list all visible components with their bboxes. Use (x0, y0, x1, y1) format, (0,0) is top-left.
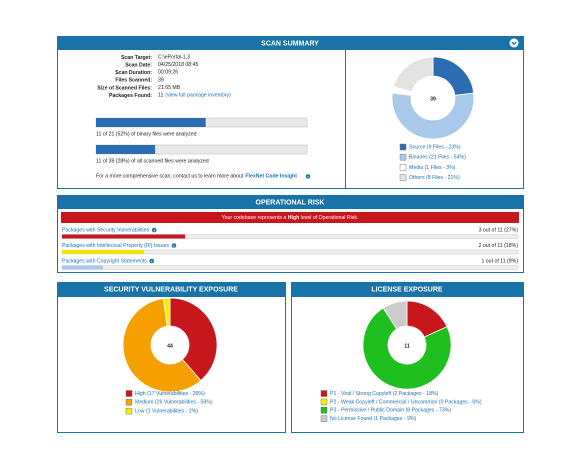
legend-swatch (125, 390, 133, 397)
legend-swatch (399, 164, 407, 171)
legend-label: Medium (26 Vulnerabilities - 59%) (135, 400, 213, 406)
field-value: 00:09:26 (158, 70, 178, 76)
legend-label: P3 - Permissive / Public Domain (8 Packa… (330, 408, 451, 414)
field-value: 21.65 MB (158, 85, 181, 91)
field-value: 04/25/2018 08:45 (158, 62, 199, 68)
progress-fill (96, 118, 206, 127)
field-label: Scan Date: (125, 62, 152, 68)
legend-swatch (320, 407, 328, 414)
panel-header (57, 282, 286, 297)
legend-label: P2 - Weak Copyleft / Commercial / Uncomm… (330, 399, 482, 405)
panel-header (57, 36, 524, 50)
panel-title: LICENSE EXPOSURE (371, 286, 443, 293)
panel-title: SECURITY VULNERABILITY EXPOSURE (104, 286, 238, 293)
field-value-text: 39 (158, 78, 164, 84)
banner-part: level of Operational Risk. (299, 215, 358, 221)
legend-swatch (125, 399, 133, 406)
risk-count: 1 out of 11 (9%) (481, 258, 518, 264)
field-label: Scan Target: (121, 55, 152, 61)
field-value-text: 00:09:26 (158, 70, 178, 76)
risk-label[interactable]: Packages with Intellectual Property (IP)… (62, 243, 169, 249)
legend-label: Low (1 Vulnerabilities - 2%) (135, 408, 198, 414)
donut-total: 44 (167, 343, 173, 349)
field-label: Size of Scanned Files: (97, 85, 152, 91)
legend-swatch (125, 407, 133, 415)
panel-title: OPERATIONAL RISK (256, 199, 325, 206)
donut-hole (151, 326, 189, 364)
banner-text: Your codebase represents a High level of… (222, 215, 359, 221)
legend-swatch (320, 398, 328, 406)
legend-swatch (320, 415, 328, 422)
donut-total: 11 (404, 343, 410, 349)
risk-banner (61, 212, 519, 223)
field-value: C:\ePortal-1.3 (158, 55, 190, 61)
chevron-icon (511, 41, 517, 46)
scan-note: For a more comprehensive scan, contact u… (96, 174, 297, 180)
donut-total: 39 (430, 96, 436, 102)
risk-fill (62, 234, 186, 239)
field-value-text: 21.65 MB (158, 85, 181, 91)
progress-text: 11 of 21 (52%) of binary files were anal… (96, 131, 197, 137)
field-label: Packages Found: (109, 93, 152, 99)
inventory-link[interactable]: (view full package inventory) (165, 93, 231, 99)
note-link[interactable]: FlexNet Code Insight (245, 174, 297, 180)
panel-header (291, 282, 524, 297)
legend-label: Binaries (21 Files - 54%) (409, 155, 466, 161)
panel-title: SCAN SUMMARY (261, 40, 319, 47)
note-text: For a more comprehensive scan, contact u… (96, 174, 244, 180)
legend-label: Media (1 Files - 3%) (409, 165, 456, 171)
risk-label[interactable]: Packages with Copyright Statements (62, 258, 147, 264)
legend-swatch (399, 174, 407, 181)
risk-track (61, 265, 519, 270)
risk-count: 3 out of 11 (27%) (479, 227, 519, 233)
field-label: Files Scanned: (115, 78, 152, 84)
risk-count: 2 out of 11 (18%) (479, 243, 519, 249)
legend-label: P1 - Viral / Strong Copyleft (2 Packages… (330, 391, 439, 397)
field-value-text: 11 (158, 93, 163, 99)
legend-swatch (399, 153, 407, 161)
legend-label: Others (8 Files - 21%) (409, 175, 460, 181)
legend-swatch (320, 390, 328, 397)
banner-part: Your codebase represents a (222, 215, 288, 221)
field-value: 11 (view full package inventory) (158, 93, 231, 99)
progress-text: 11 of 39 (28%) of all scanned files were… (96, 158, 209, 164)
field-value-text: C:\ePortal-1.3 (158, 55, 190, 61)
field-value: 39 (158, 78, 164, 84)
banner-part: High (288, 215, 300, 221)
collapse-button[interactable] (509, 38, 519, 48)
field-label: Scan Duration: (115, 70, 152, 76)
risk-fill (62, 265, 104, 270)
donut-hole (411, 76, 455, 120)
progress-fill (96, 145, 156, 154)
donut-hole (388, 326, 426, 364)
legend-label: High (17 Vulnerabilities - 39%) (135, 391, 205, 397)
field-value-text: 04/25/2018 08:45 (158, 62, 199, 68)
legend-swatch (399, 143, 407, 151)
legend-label: Source (9 Files - 23%) (409, 144, 461, 150)
panel-header (57, 195, 524, 209)
risk-label[interactable]: Packages with Security Vulnerabilities (62, 227, 150, 233)
legend-label: No License Found (1 Packages - 9%) (330, 416, 416, 422)
risk-fill (62, 250, 145, 254)
